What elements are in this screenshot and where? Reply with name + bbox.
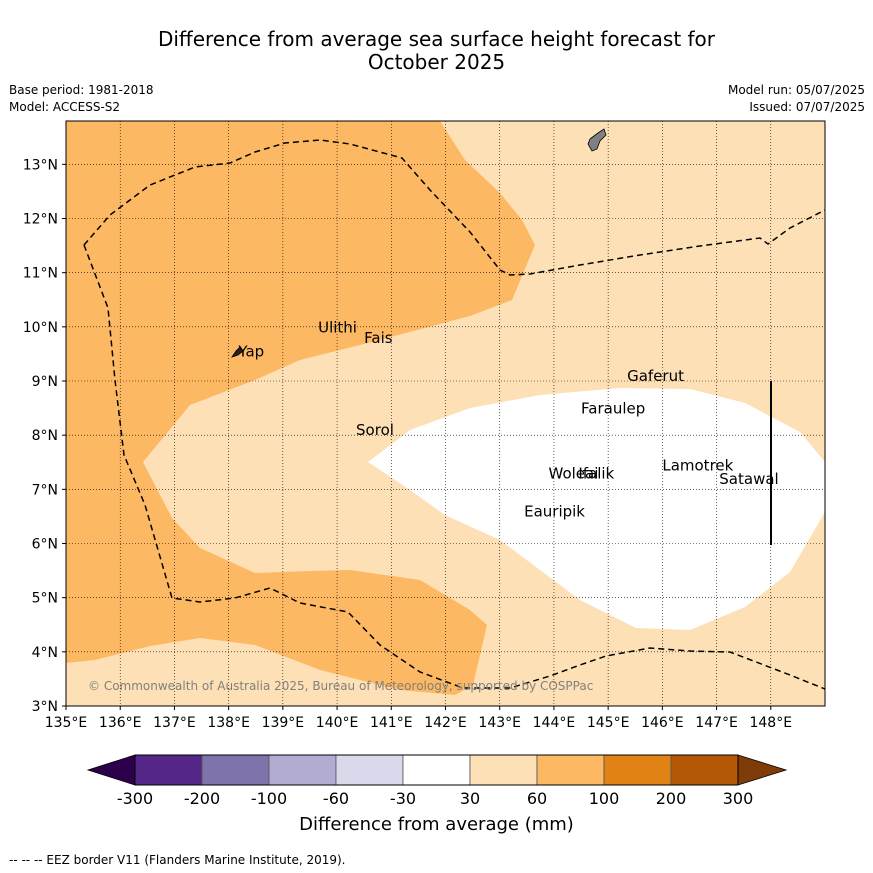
- colorbar-tick-label: 200: [656, 789, 687, 808]
- colorbar-tick-label: -200: [184, 789, 220, 808]
- colorbar-tick-label: -30: [390, 789, 416, 808]
- place-label-yap: Yap: [237, 343, 264, 361]
- model-run: Model run: 05/07/2025: [727, 83, 865, 97]
- lon-tick-label: 139°E: [262, 715, 305, 731]
- longitude-ticks: 135°E 136°E 137°E 138°E 139°E 140°E 141°E 142°E…: [45, 706, 792, 731]
- place-label-gaferut: Gaferut: [627, 367, 684, 385]
- lon-tick-label: 136°E: [99, 715, 142, 731]
- lon-tick-label: 140°E: [316, 715, 359, 731]
- lon-tick-label: 147°E: [695, 715, 738, 731]
- place-label-woleai: Woleai: [549, 465, 599, 483]
- model-name: Model: ACCESS-S2: [9, 100, 121, 114]
- lat-tick-label: 9°N: [32, 374, 58, 390]
- lat-tick-label: 6°N: [32, 537, 58, 553]
- copyright-text: © Commonwealth of Australia 2025, Bureau…: [88, 679, 593, 693]
- lon-tick-label: 145°E: [587, 715, 630, 731]
- lat-tick-label: 11°N: [23, 266, 58, 282]
- place-label-lamotrek: Lamotrek: [662, 456, 733, 474]
- fill-60-100-region: [66, 121, 535, 695]
- colorbar-frame: [134, 754, 739, 786]
- place-label-fais: Fais: [364, 329, 393, 347]
- place-label-ifalik: Ifalik: [578, 465, 614, 483]
- colorbar-tick-label: -300: [117, 789, 153, 808]
- lon-tick-label: 146°E: [641, 715, 684, 731]
- title-line-1: Difference from average sea surface heig…: [157, 27, 716, 51]
- lon-tick-label: 137°E: [153, 715, 196, 731]
- eez-border-west: [83, 244, 825, 690]
- lon-tick-label: 142°E: [424, 715, 467, 731]
- eez-border-layer: [83, 139, 825, 690]
- colorbar-segment: [469, 754, 538, 786]
- colorbar-segment: [603, 754, 672, 786]
- colorbar-label: Difference from average (mm): [299, 814, 574, 835]
- place-label-sorol: Sorol: [356, 421, 394, 439]
- colorbar-segment: [670, 754, 739, 786]
- colorbar-tick-label: 100: [589, 789, 620, 808]
- colorbar-tick-label: -60: [323, 789, 349, 808]
- place-label-satawal: Satawal: [719, 470, 778, 488]
- lon-tick-label: 135°E: [45, 715, 88, 731]
- meta-left: Base period: 1981-2018 Model: ACCESS-S2: [9, 82, 154, 116]
- lat-tick-label: 4°N: [32, 645, 58, 661]
- colorbar-tick-label: 30: [460, 789, 480, 808]
- lat-tick-label: 7°N: [32, 482, 58, 498]
- place-label-eauripik: Eauripik: [524, 502, 585, 520]
- lon-tick-label: 143°E: [478, 715, 521, 731]
- colorbar-over-arrow: [737, 754, 788, 786]
- lon-tick-label: 141°E: [370, 715, 413, 731]
- colorbar-under-arrow: [86, 754, 136, 786]
- graticule: [66, 121, 825, 706]
- lat-tick-label: 10°N: [23, 320, 58, 336]
- fill-minus30-30-region: [368, 388, 825, 630]
- title-line-2: October 2025: [367, 50, 506, 74]
- colorbar-segment: [402, 754, 471, 786]
- lat-tick-label: 12°N: [23, 212, 58, 228]
- place-label-faraulep: Faraulep: [581, 400, 645, 418]
- lon-tick-label: 144°E: [533, 715, 576, 731]
- colorbar-segment: [335, 754, 404, 786]
- colorbar: -300 -200 -100 -60 -30 30 60 100 200 300: [86, 754, 788, 808]
- colorbar-tick-label: 300: [723, 789, 754, 808]
- place-labels: Yap Ulithi Fais Sorol Gaferut Faraulep WoleaiI…: [237, 318, 778, 520]
- lat-tick-label: 8°N: [32, 428, 58, 444]
- meta-right: Model run: 05/07/2025 Issued: 07/07/2025: [728, 82, 865, 116]
- lon-tick-label: 138°E: [207, 715, 250, 731]
- colorbar-segment: [201, 754, 270, 786]
- lat-tick-label: 3°N: [32, 699, 58, 715]
- eez-border-palau-fsm: [83, 139, 825, 276]
- colorbar-segment: [536, 754, 605, 786]
- issued-date: Issued: 07/07/2025: [749, 100, 865, 114]
- eez-border-note: -- -- -- EEZ border V11 (Flanders Marine…: [9, 853, 346, 867]
- lat-tick-label: 5°N: [32, 591, 58, 607]
- latitude-ticks: 3°N 4°N 5°N 6°N 7°N 8°N 9°N 10°N 11°N 12°N 13°N: [23, 157, 66, 715]
- map-title: Difference from average sea surface heig…: [0, 28, 873, 74]
- base-period: Base period: 1981-2018: [9, 83, 154, 97]
- colorbar-tick-label: 60: [527, 789, 547, 808]
- colorbar-segment: [268, 754, 337, 786]
- yap-island: [231, 346, 244, 358]
- guam-island: [587, 128, 607, 152]
- colorbar-segment: [134, 754, 203, 786]
- place-label-ulithi: Ulithi: [318, 318, 357, 336]
- colorbar-tick-label: -100: [251, 789, 287, 808]
- lat-tick-label: 13°N: [23, 157, 58, 173]
- lon-tick-label: 148°E: [749, 715, 792, 731]
